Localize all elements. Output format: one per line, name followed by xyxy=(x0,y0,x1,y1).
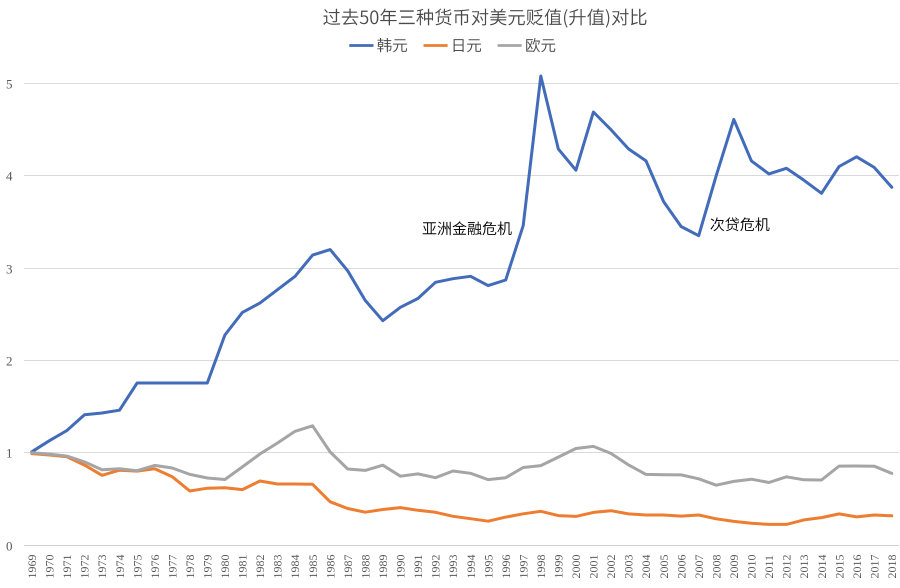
svg-text:2003: 2003 xyxy=(622,555,636,579)
svg-text:1990: 1990 xyxy=(394,555,408,579)
svg-text:2014: 2014 xyxy=(815,555,829,579)
svg-text:2013: 2013 xyxy=(797,555,811,579)
svg-text:2001: 2001 xyxy=(587,555,601,579)
svg-text:1999: 1999 xyxy=(552,555,566,579)
svg-text:0: 0 xyxy=(6,538,13,553)
svg-text:1983: 1983 xyxy=(271,555,285,579)
svg-text:1997: 1997 xyxy=(516,555,530,579)
svg-text:1: 1 xyxy=(6,445,13,460)
svg-text:1969: 1969 xyxy=(25,555,39,579)
svg-text:2010: 2010 xyxy=(745,555,759,579)
svg-text:1974: 1974 xyxy=(113,555,127,579)
svg-text:1996: 1996 xyxy=(499,555,513,579)
svg-text:1970: 1970 xyxy=(43,555,57,579)
svg-text:1988: 1988 xyxy=(358,555,372,579)
svg-text:1994: 1994 xyxy=(464,555,478,579)
svg-text:1976: 1976 xyxy=(148,555,162,579)
svg-text:1973: 1973 xyxy=(95,555,109,579)
svg-text:1977: 1977 xyxy=(165,555,179,579)
svg-text:1987: 1987 xyxy=(341,555,355,579)
svg-text:1992: 1992 xyxy=(429,555,443,579)
svg-text:2008: 2008 xyxy=(710,555,724,579)
svg-text:1995: 1995 xyxy=(481,555,495,579)
svg-text:1972: 1972 xyxy=(78,555,92,579)
svg-text:2009: 2009 xyxy=(727,555,741,579)
svg-text:2004: 2004 xyxy=(639,555,653,579)
svg-text:2007: 2007 xyxy=(692,555,706,579)
svg-text:2017: 2017 xyxy=(867,555,881,579)
svg-text:1991: 1991 xyxy=(411,555,425,579)
svg-text:1985: 1985 xyxy=(306,555,320,579)
svg-text:1978: 1978 xyxy=(183,555,197,579)
svg-text:1980: 1980 xyxy=(218,555,232,579)
svg-text:1998: 1998 xyxy=(534,555,548,579)
svg-text:2015: 2015 xyxy=(832,555,846,579)
svg-text:1986: 1986 xyxy=(323,555,337,579)
svg-text:1975: 1975 xyxy=(130,555,144,579)
svg-text:1971: 1971 xyxy=(60,555,74,579)
svg-text:1993: 1993 xyxy=(446,555,460,579)
svg-text:2016: 2016 xyxy=(850,555,864,579)
svg-text:4: 4 xyxy=(6,168,13,183)
svg-text:2018: 2018 xyxy=(885,555,899,579)
svg-text:3: 3 xyxy=(6,261,13,276)
svg-text:1979: 1979 xyxy=(201,555,215,579)
svg-text:1982: 1982 xyxy=(253,555,267,579)
svg-text:2002: 2002 xyxy=(604,555,618,579)
svg-text:2006: 2006 xyxy=(674,555,688,579)
svg-text:2005: 2005 xyxy=(657,555,671,579)
svg-text:5: 5 xyxy=(6,76,13,91)
svg-text:1981: 1981 xyxy=(236,555,250,579)
svg-text:2: 2 xyxy=(6,353,13,368)
svg-text:2011: 2011 xyxy=(762,555,776,579)
svg-text:1984: 1984 xyxy=(288,555,302,579)
svg-text:2000: 2000 xyxy=(569,555,583,579)
svg-text:1989: 1989 xyxy=(376,555,390,579)
svg-text:2012: 2012 xyxy=(780,555,794,579)
